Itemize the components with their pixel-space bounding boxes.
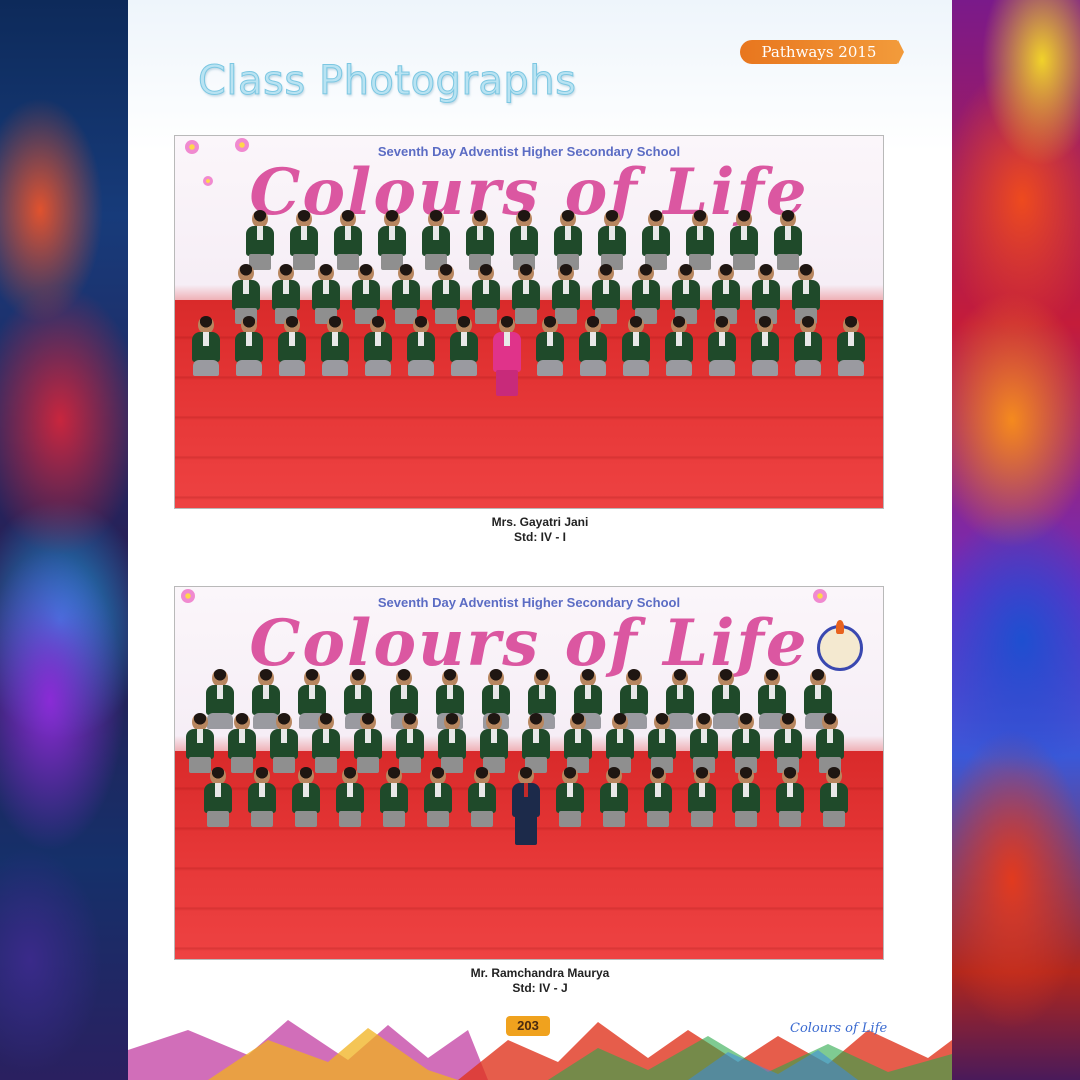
student-figure: [509, 264, 543, 324]
student-figure: [318, 316, 352, 376]
student-figure: [393, 713, 427, 773]
student-figure: [419, 210, 453, 270]
student-figure: [465, 767, 499, 827]
student-figure: [435, 713, 469, 773]
student-figure: [232, 316, 266, 376]
student-figure: [645, 713, 679, 773]
student-figure: [771, 713, 805, 773]
student-figure: [687, 713, 721, 773]
student-figure: [289, 767, 323, 827]
student-row-middle: [175, 264, 883, 324]
student-figure: [351, 713, 385, 773]
student-figure: [771, 210, 805, 270]
student-figure: [709, 264, 743, 324]
page-number: 203: [506, 1016, 550, 1036]
student-figure: [287, 210, 321, 270]
student-figure: [576, 316, 610, 376]
student-figure: [375, 210, 409, 270]
student-figure: [404, 316, 438, 376]
student-figure: [669, 264, 703, 324]
student-figure: [349, 264, 383, 324]
teacher-name: Mr. Ramchandra Maurya: [128, 966, 952, 981]
student-figure: [685, 767, 719, 827]
student-figure: [619, 316, 653, 376]
photo-1-caption: Mrs. Gayatri Jani Std: IV - I: [128, 515, 952, 545]
student-figure: [662, 316, 696, 376]
student-figure: [773, 767, 807, 827]
page-title: Class Photographs: [198, 58, 576, 104]
class-label: Std: IV - I: [128, 530, 952, 545]
photo-2-caption: Mr. Ramchandra Maurya Std: IV - J: [128, 966, 952, 996]
student-row-middle: [175, 713, 883, 773]
student-figure: [551, 210, 585, 270]
student-figure: [243, 210, 277, 270]
student-figure: [229, 264, 263, 324]
teacher-figure: [490, 316, 524, 376]
background-right-art: [952, 0, 1080, 1080]
student-figure: [463, 210, 497, 270]
student-figure: [389, 264, 423, 324]
student-figure: [748, 316, 782, 376]
student-figure: [225, 713, 259, 773]
student-figure: [429, 264, 463, 324]
student-figure: [447, 316, 481, 376]
student-figure: [727, 210, 761, 270]
student-figure: [629, 264, 663, 324]
student-figure: [729, 767, 763, 827]
student-figure: [333, 767, 367, 827]
teacher-figure: [509, 767, 543, 827]
student-figure: [189, 316, 223, 376]
student-figure: [791, 316, 825, 376]
class-label: Std: IV - J: [128, 981, 952, 996]
student-row-front: [175, 316, 883, 376]
magazine-page: Pathways 2015 Class Photographs Seventh …: [128, 0, 952, 1080]
student-figure: [469, 264, 503, 324]
student-row-back: [175, 210, 883, 270]
pathways-tab: Pathways 2015: [740, 40, 898, 64]
student-figure: [309, 264, 343, 324]
student-figure: [813, 713, 847, 773]
student-figure: [834, 316, 868, 376]
student-figure: [331, 210, 365, 270]
student-figure: [789, 264, 823, 324]
student-figure: [595, 210, 629, 270]
student-figure: [729, 713, 763, 773]
student-figure: [597, 767, 631, 827]
teacher-name: Mrs. Gayatri Jani: [128, 515, 952, 530]
student-figure: [421, 767, 455, 827]
student-figure: [589, 264, 623, 324]
student-figure: [377, 767, 411, 827]
class-photo-2: Seventh Day Adventist Higher Secondary S…: [174, 586, 884, 960]
student-figure: [749, 264, 783, 324]
student-figure: [267, 713, 301, 773]
student-figure: [507, 210, 541, 270]
student-figure: [183, 713, 217, 773]
student-figure: [269, 264, 303, 324]
student-figure: [817, 767, 851, 827]
student-figure: [309, 713, 343, 773]
student-figure: [603, 713, 637, 773]
student-row-seated: [175, 827, 883, 887]
student-figure: [639, 210, 673, 270]
student-figure: [275, 316, 309, 376]
student-figure: [245, 767, 279, 827]
student-row-front: [175, 767, 883, 827]
student-figure: [705, 316, 739, 376]
paint-strokes-decoration: [128, 1000, 952, 1080]
student-figure: [533, 316, 567, 376]
student-row-seated: [175, 374, 883, 434]
background-left-art: [0, 0, 130, 1080]
footer-brand: Colours of Life: [790, 1021, 887, 1036]
student-figure: [641, 767, 675, 827]
student-figure: [549, 264, 583, 324]
student-figure: [477, 713, 511, 773]
student-figure: [201, 767, 235, 827]
student-figure: [561, 713, 595, 773]
student-figure: [519, 713, 553, 773]
student-figure: [683, 210, 717, 270]
class-photo-1: Seventh Day Adventist Higher Secondary S…: [174, 135, 884, 509]
student-figure: [361, 316, 395, 376]
student-figure: [553, 767, 587, 827]
